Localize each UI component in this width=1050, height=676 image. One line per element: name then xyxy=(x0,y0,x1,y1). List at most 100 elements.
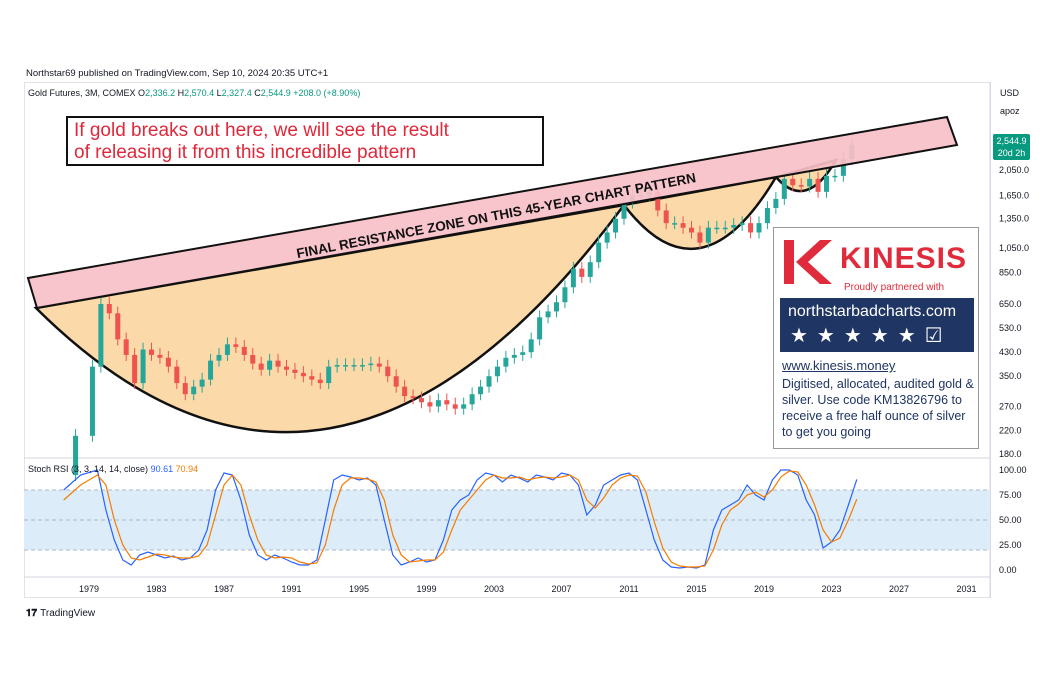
candle xyxy=(587,255,593,283)
candle-body xyxy=(663,210,669,224)
candle xyxy=(165,350,171,373)
breakout-callout: If gold breaks out here, we will see the… xyxy=(66,116,544,166)
tradingview-logo[interactable]: 𝟏𝟕 TradingView xyxy=(26,608,95,619)
candle-body xyxy=(537,317,543,340)
candle-body xyxy=(191,386,197,395)
candle-body xyxy=(807,178,813,187)
candle-body xyxy=(478,386,484,395)
candle xyxy=(419,391,424,409)
last-price-value: 2,544.9 xyxy=(996,136,1027,146)
callout-line-2: of releasing it from this incredible pat… xyxy=(74,142,417,163)
candle xyxy=(427,395,433,413)
currency-label[interactable]: USD xyxy=(1000,88,1020,98)
candle xyxy=(764,201,770,230)
candle xyxy=(115,306,121,346)
time-tick-label: 1979 xyxy=(79,584,99,594)
rsi-k-line xyxy=(63,469,858,569)
candle xyxy=(359,358,365,372)
price-tick-label: 430.0 xyxy=(999,347,1022,357)
candle xyxy=(284,359,289,376)
candle xyxy=(520,345,526,361)
candle xyxy=(714,220,720,234)
candle-body xyxy=(435,400,441,407)
candle-body xyxy=(199,379,205,387)
time-tick-label: 1983 xyxy=(146,584,166,594)
ad-banner[interactable]: northstarbadcharts.com ★★★★★☑ xyxy=(780,298,974,352)
candle xyxy=(140,342,146,390)
candle xyxy=(275,353,281,373)
candle xyxy=(393,369,399,393)
high-value: 2,570.4 xyxy=(184,88,215,98)
ad-url-link[interactable]: www.kinesis.money xyxy=(782,358,896,373)
stoch-rsi-d-value: 70.94 xyxy=(175,464,199,474)
candle-body xyxy=(748,223,754,233)
tradingview-brand: TradingView xyxy=(40,608,96,619)
stoch-rsi-k-value: 90.61 xyxy=(150,464,174,474)
candle-body xyxy=(326,366,332,384)
time-tick-label: 1995 xyxy=(349,584,369,594)
candle-body xyxy=(343,365,349,367)
scale-mode-label[interactable]: apoz xyxy=(1000,106,1020,116)
candle-body xyxy=(739,223,745,225)
candle-body xyxy=(596,242,602,263)
candle-layer xyxy=(73,137,855,482)
candle-body xyxy=(528,339,534,353)
candle xyxy=(689,220,694,239)
candle xyxy=(233,337,239,353)
time-tick-label: 2011 xyxy=(619,584,638,594)
candle xyxy=(748,216,754,239)
candle xyxy=(579,261,585,283)
candle-body xyxy=(140,349,146,384)
candle-body xyxy=(756,223,762,233)
kinesis-logo-icon xyxy=(784,240,832,284)
candle xyxy=(545,304,551,324)
ad-site-name: northstarbadcharts.com xyxy=(788,303,957,320)
sponsor-ad[interactable]: KINESIS Proudly partnered with northstar… xyxy=(773,227,979,449)
candle xyxy=(208,353,214,386)
cup-pattern-layer xyxy=(33,157,839,434)
candle-body xyxy=(123,339,129,355)
callout-line-1: If gold breaks out here, we will see the… xyxy=(74,120,449,141)
candle-body xyxy=(267,360,273,370)
candle xyxy=(570,261,576,294)
candle-body xyxy=(157,354,163,358)
price-tick-label: 270.0 xyxy=(999,401,1022,411)
candle xyxy=(106,297,112,320)
stoch-rsi-legend[interactable]: Stoch RSI (3, 3, 14, 14, close) 90.61 70… xyxy=(28,464,198,474)
candle xyxy=(410,389,416,405)
candle xyxy=(511,348,517,364)
candle-body xyxy=(73,435,79,476)
open-label: O xyxy=(138,88,146,98)
candle xyxy=(157,348,163,364)
candle xyxy=(503,350,509,373)
rsi-tick-label: 25.00 xyxy=(999,540,1022,550)
time-tick-label: 1987 xyxy=(214,584,234,594)
candle-body xyxy=(764,208,770,224)
candle xyxy=(815,172,821,198)
symbol-ohlc-legend[interactable]: Gold Futures, 3M, COMEX O2,336.2 H2,570.… xyxy=(28,88,360,98)
candle xyxy=(486,369,492,393)
candle xyxy=(343,358,349,372)
candle xyxy=(326,359,332,390)
candle xyxy=(241,340,247,361)
candle-body xyxy=(486,376,492,387)
candle xyxy=(705,220,711,249)
candle xyxy=(402,379,408,403)
candle-body xyxy=(570,268,576,288)
candle-body xyxy=(165,357,171,367)
candle-body xyxy=(292,369,298,373)
candle xyxy=(351,358,357,372)
candle-body xyxy=(781,178,787,199)
candle xyxy=(444,393,450,411)
candle-body xyxy=(393,376,399,387)
candle xyxy=(182,376,188,401)
candle xyxy=(722,220,728,234)
candle-body xyxy=(106,304,112,314)
close-label: C xyxy=(254,88,261,98)
tradingview-logo-icon: 𝟏𝟕 xyxy=(26,608,38,619)
candle-body xyxy=(208,360,214,380)
candle xyxy=(798,178,804,193)
candle-body xyxy=(182,383,188,395)
candle-body xyxy=(494,366,500,377)
